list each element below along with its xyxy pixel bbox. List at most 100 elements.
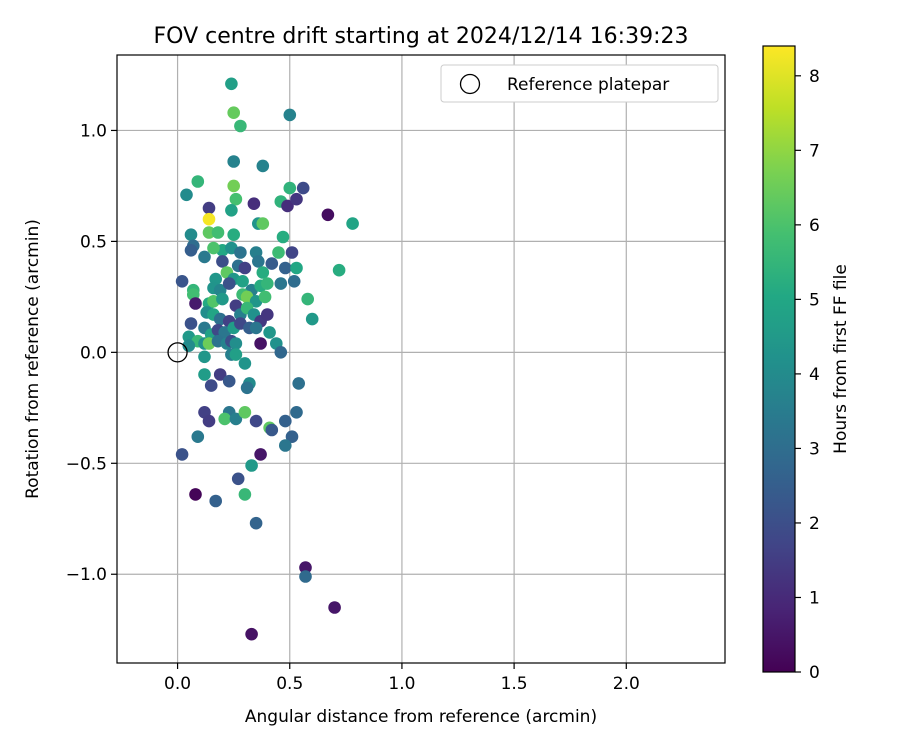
colorbar: 0 1 2 3 4 5 6 7 8 Hours from first FF file — [762, 45, 851, 683]
scatter-point — [249, 321, 263, 335]
scatter-point — [225, 77, 238, 91]
scatter-point — [238, 357, 252, 370]
x-tick-label: 1.0 — [388, 674, 415, 694]
scatter-point — [279, 414, 292, 428]
colorbar-label: Hours from first FF file — [831, 264, 851, 454]
scatter-point — [191, 175, 205, 188]
y-axis-ticks: −1.0 −0.5 0.0 0.5 1.0 — [66, 121, 117, 585]
scatter-point — [238, 261, 252, 275]
scatter-point — [225, 204, 238, 217]
scatter-point — [265, 257, 279, 270]
y-tick-label: −0.5 — [66, 454, 107, 474]
scatter-point — [229, 348, 243, 361]
scatter-point — [290, 406, 303, 419]
colorbar-tick-label: 2 — [809, 514, 820, 534]
scatter-point — [276, 230, 290, 244]
scatter-point — [292, 377, 306, 390]
x-axis-label: Angular distance from reference (arcmin) — [245, 707, 597, 727]
scatter-point — [216, 292, 229, 306]
colorbar-frame — [762, 45, 796, 673]
colorbar-tick-label: 1 — [809, 588, 820, 608]
plot-background — [117, 55, 725, 663]
scatter-point — [227, 228, 240, 241]
scatter-point — [229, 192, 243, 206]
scatter-point — [198, 368, 211, 381]
scatter-point — [321, 208, 335, 222]
y-gridlines — [117, 129, 725, 575]
scatter-point — [247, 197, 261, 210]
scatter-point — [202, 212, 216, 226]
scatter-point — [261, 277, 274, 290]
plot-area: 0.0 0.5 1.0 1.5 2.0 −1.0 −0.5 0.0 0.5 1.0 — [66, 54, 726, 694]
scatter-point — [263, 326, 276, 339]
scatter-point — [207, 241, 220, 255]
scatter-point — [251, 255, 265, 268]
scatter-point — [211, 226, 225, 239]
scatter-point — [261, 308, 274, 321]
scatter-point — [265, 423, 279, 437]
scatter-point — [231, 472, 245, 486]
legend-label: Reference platepar — [507, 75, 669, 95]
x-tick-label: 1.5 — [501, 674, 528, 694]
legend-marker-icon — [459, 73, 481, 95]
y-tick-label: 0.5 — [80, 232, 107, 252]
scatter-point — [274, 277, 288, 290]
scatter-point — [227, 155, 240, 168]
scatter-point — [202, 414, 216, 428]
scatter-point — [256, 217, 270, 230]
scatter-point — [249, 516, 263, 530]
scatter-point — [279, 439, 292, 452]
scatter-point — [222, 374, 236, 388]
legend-box — [440, 64, 719, 103]
scatter-point — [240, 381, 254, 395]
scatter-point — [254, 448, 267, 461]
colorbar-tick-label: 8 — [809, 67, 820, 87]
scatter-point — [191, 430, 205, 444]
scatter-point — [256, 159, 270, 173]
colorbar-tick-label: 5 — [809, 290, 820, 310]
y-tick-label: 0.0 — [80, 343, 107, 363]
scatter-point — [285, 246, 299, 259]
scatter-point — [204, 379, 218, 392]
scatter-point — [234, 246, 247, 259]
scatter-point — [245, 627, 258, 641]
scatter-point — [182, 339, 196, 353]
scatter-point — [202, 201, 216, 215]
scatter-point — [234, 119, 247, 133]
reference-platepar-marker — [167, 342, 188, 363]
scatter-point — [301, 292, 315, 306]
scatter-point — [236, 275, 249, 288]
scatter-point — [332, 263, 346, 277]
colorbar-tick-label: 3 — [809, 439, 820, 459]
scatter-point — [184, 244, 198, 257]
x-tick-label: 2.0 — [613, 674, 640, 694]
scatter-point — [184, 228, 198, 241]
scatter-point — [281, 199, 294, 213]
scatter-point — [175, 275, 189, 288]
scatter-point — [189, 488, 202, 501]
scatter-point — [213, 368, 227, 381]
x-tick-label: 0.5 — [276, 674, 303, 694]
scatter-point — [175, 448, 189, 461]
scatter-point — [346, 217, 359, 230]
colorbar-tick-label: 6 — [809, 216, 820, 236]
chart-title: FOV centre drift starting at 2024/12/14 … — [154, 24, 689, 49]
scatter-point — [216, 255, 229, 268]
scatter-point — [287, 275, 301, 288]
scatter-points — [175, 77, 359, 641]
scatter-point — [299, 570, 312, 583]
scatter-point — [222, 277, 236, 290]
scatter-point — [198, 250, 211, 264]
scatter-point — [229, 337, 243, 350]
x-gridlines — [176, 55, 627, 663]
scatter-point — [274, 346, 288, 359]
scatter-point — [184, 317, 198, 330]
colorbar-tick-label: 4 — [809, 365, 820, 385]
scatter-point — [272, 246, 285, 259]
x-tick-label: 0.0 — [164, 674, 191, 694]
scatter-point — [227, 106, 240, 119]
legend: Reference platepar — [440, 64, 719, 103]
scatter-point — [296, 181, 310, 195]
scatter-point — [238, 488, 252, 501]
